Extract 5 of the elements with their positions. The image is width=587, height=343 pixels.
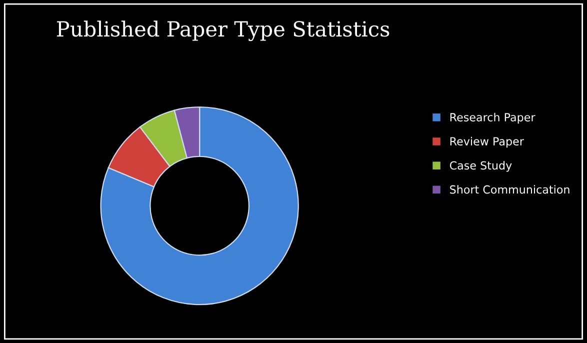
legend-label: Case Study	[450, 161, 512, 172]
chart-title: Published Paper Type Statistics	[57, 20, 390, 42]
legend-label: Research Paper	[450, 112, 536, 124]
legend-label: Short Communication	[450, 185, 570, 194]
legend-label: Review Paper	[450, 136, 524, 148]
